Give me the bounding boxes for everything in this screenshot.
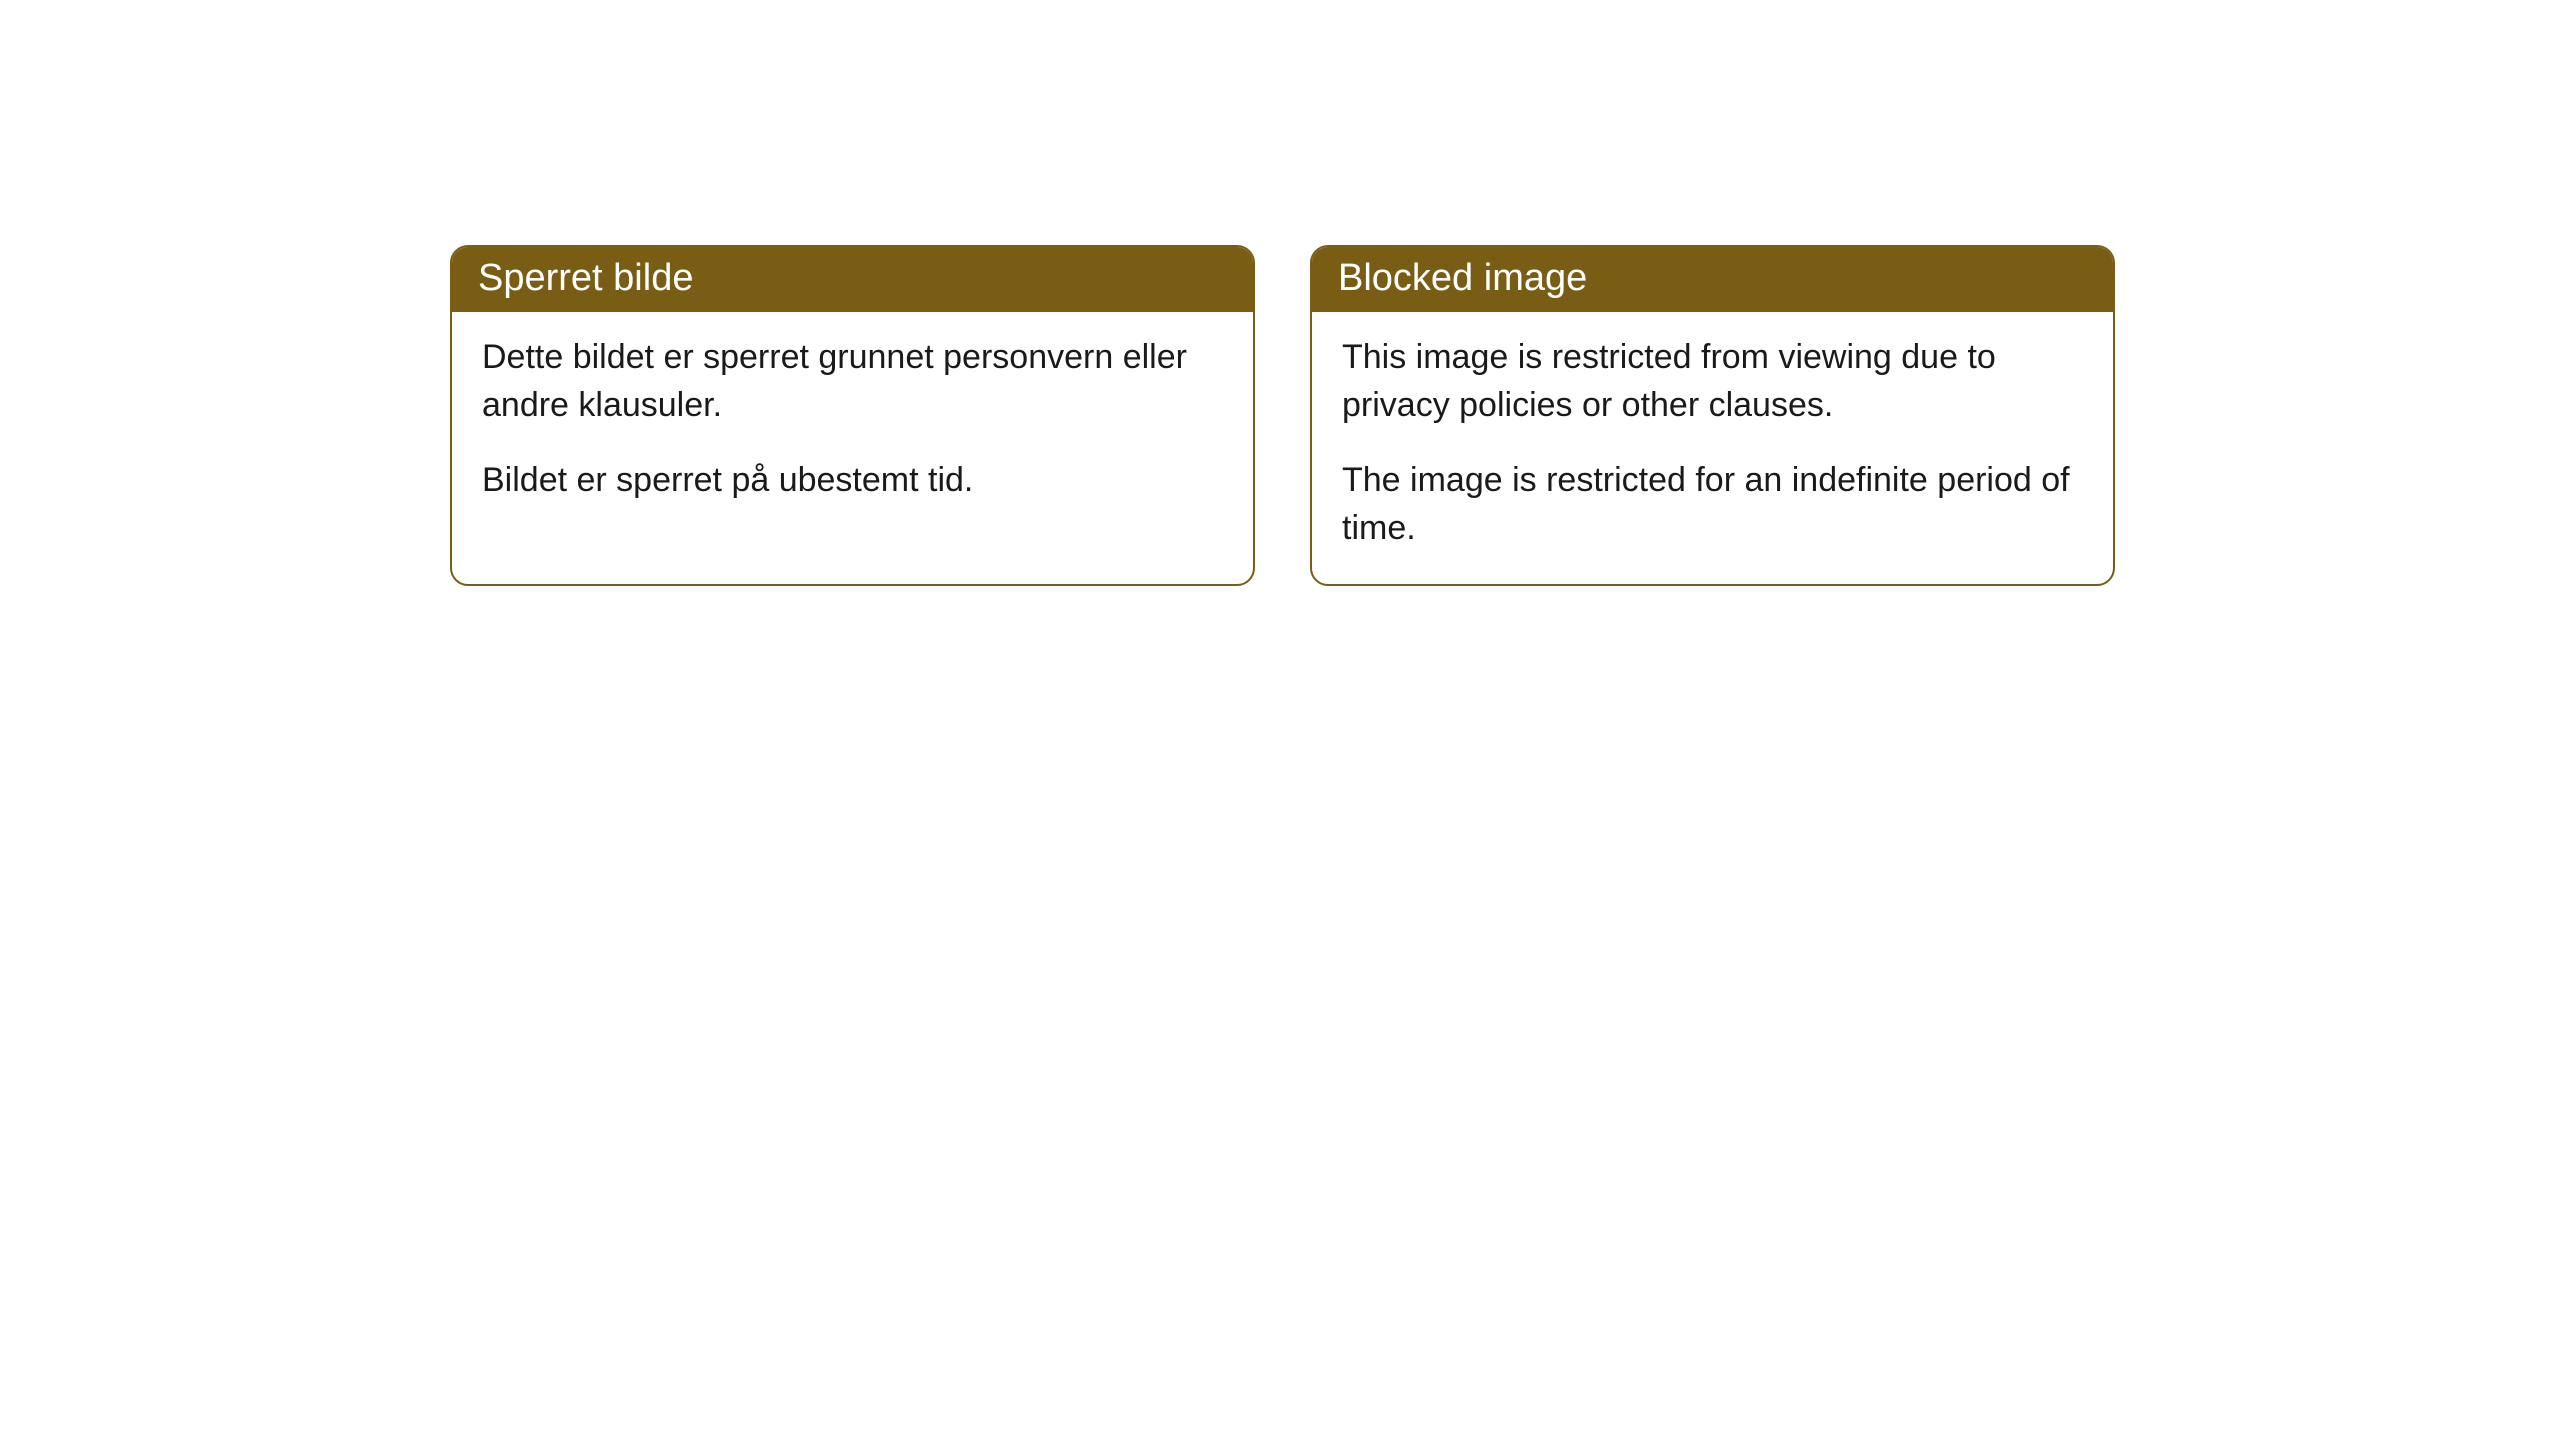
- card-body: Dette bildet er sperret grunnet personve…: [452, 312, 1253, 537]
- card-header: Sperret bilde: [452, 247, 1253, 312]
- notice-cards-container: Sperret bilde Dette bildet er sperret gr…: [450, 245, 2115, 586]
- card-paragraph: The image is restricted for an indefinit…: [1342, 457, 2083, 552]
- notice-card-english: Blocked image This image is restricted f…: [1310, 245, 2115, 586]
- notice-card-norwegian: Sperret bilde Dette bildet er sperret gr…: [450, 245, 1255, 586]
- card-paragraph: Bildet er sperret på ubestemt tid.: [482, 457, 1223, 505]
- card-header: Blocked image: [1312, 247, 2113, 312]
- card-body: This image is restricted from viewing du…: [1312, 312, 2113, 584]
- card-paragraph: Dette bildet er sperret grunnet personve…: [482, 334, 1223, 429]
- card-paragraph: This image is restricted from viewing du…: [1342, 334, 2083, 429]
